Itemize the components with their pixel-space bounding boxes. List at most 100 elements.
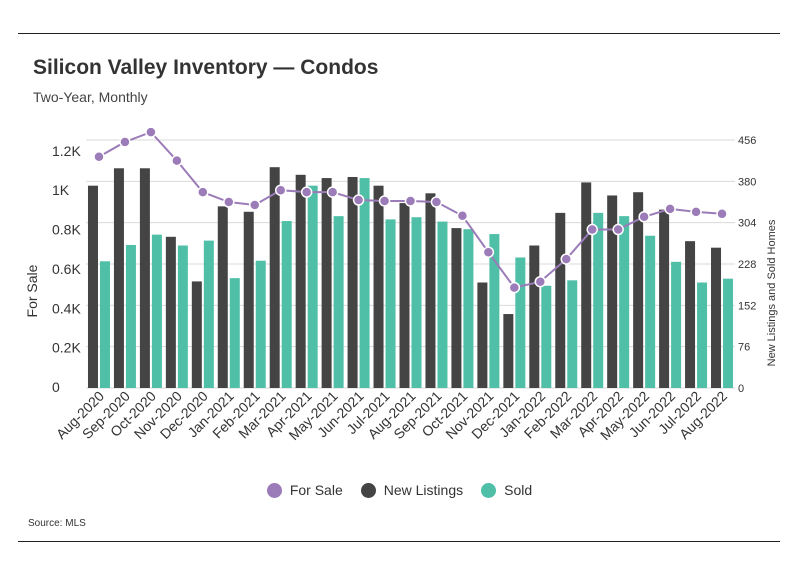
x-axis-ticks: Aug-2020Sep-2020Oct-2020Nov-2020Dec-2020… <box>53 388 730 443</box>
left-tick-label: 0.2K <box>52 340 81 356</box>
legend-label-sold: Sold <box>504 482 533 498</box>
sold-bar <box>645 235 656 388</box>
for-sale-line <box>93 126 728 294</box>
new-listings-bar <box>685 241 696 388</box>
for-sale-point <box>612 223 624 236</box>
source-note: Source: MLS <box>28 518 86 529</box>
new-listings-bar <box>139 168 150 388</box>
sold-bar <box>437 221 448 388</box>
for-sale-point <box>534 275 547 288</box>
new-listings-bar <box>217 206 228 388</box>
for-sale-point <box>223 196 235 208</box>
right-axis-ticks: 0 76 152 228 304 380 456 <box>738 135 756 395</box>
for-sale-point <box>456 210 469 222</box>
sold-bar <box>99 261 110 388</box>
sold-bar <box>671 261 682 388</box>
new-listings-bar <box>425 193 436 388</box>
for-sale-swatch <box>266 482 282 498</box>
right-tick-label: 76 <box>738 342 750 354</box>
right-tick-label: 228 <box>738 259 756 271</box>
sold-bar <box>697 282 708 388</box>
sold-bar <box>359 178 370 388</box>
for-sale-point <box>274 184 287 196</box>
sold-bar <box>515 257 526 388</box>
legend-item-sold: Sold <box>481 482 532 498</box>
legend: For Sale New Listings Sold <box>0 482 799 498</box>
for-sale-point <box>404 195 417 207</box>
sold-bar <box>567 280 578 388</box>
new-listings-bar <box>399 203 410 388</box>
new-listings-bar <box>633 192 644 388</box>
sold-bar <box>229 278 240 388</box>
new-listings-bar <box>347 176 358 388</box>
new-listings-bar <box>243 211 254 388</box>
sold-bar <box>125 244 136 388</box>
sold-bar <box>619 216 630 388</box>
legend-label-for-sale: For Sale <box>289 482 343 498</box>
sold-bar <box>489 234 500 388</box>
sold-bar <box>541 285 552 388</box>
for-sale-point <box>378 195 391 207</box>
sold-bar <box>463 229 474 388</box>
for-sale-point <box>716 208 728 220</box>
left-axis-ticks: 0 0.2K 0.4K 0.6K 0.8K 1K 1.2K <box>52 143 81 395</box>
new-listings-bar <box>321 178 332 388</box>
left-tick-label: 1.2K <box>52 143 81 159</box>
for-sale-point <box>352 194 365 206</box>
top-rule <box>18 33 780 34</box>
for-sale-point <box>93 150 105 163</box>
for-sale-point <box>638 211 650 223</box>
sold-bar <box>203 240 214 388</box>
new-listings-bar <box>529 245 540 388</box>
chart-title: Silicon Valley Inventory — Condos <box>33 56 379 79</box>
new-listings-bar <box>503 314 514 388</box>
sold-bar <box>255 260 266 388</box>
sold-bar <box>333 216 344 388</box>
left-tick-label: 0.8K <box>52 222 81 238</box>
left-tick-label: 0.6K <box>52 261 81 277</box>
for-sale-point <box>248 199 261 211</box>
new-listings-bar <box>711 247 722 388</box>
for-sale-point <box>690 206 702 218</box>
right-tick-label: 152 <box>738 300 756 312</box>
sold-bar <box>723 278 734 388</box>
for-sale-point <box>326 186 339 198</box>
sold-bar <box>411 217 422 388</box>
right-axis-label: New Listings and Sold Homes <box>766 219 778 366</box>
for-sale-point <box>300 186 313 198</box>
sold-bar <box>385 219 396 388</box>
for-sale-point <box>508 281 521 294</box>
new-listings-bar <box>191 281 202 388</box>
new-listings-bar <box>295 174 306 388</box>
new-listings-bar <box>581 182 592 388</box>
left-tick-label: 1K <box>52 182 70 198</box>
sold-bar <box>151 234 162 388</box>
new-listings-bar <box>373 185 384 388</box>
for-sale-point <box>197 186 209 198</box>
new-listings-bar <box>451 228 462 388</box>
new-listings-bar <box>87 185 98 388</box>
for-sale-point <box>145 126 157 138</box>
for-sale-point <box>560 253 573 265</box>
new-listings-bar <box>659 209 670 388</box>
sold-bar <box>593 212 604 388</box>
new-listings-bar <box>607 195 618 388</box>
for-sale-point <box>586 223 598 236</box>
for-sale-point <box>119 136 131 148</box>
left-axis-label: For Sale <box>24 264 40 317</box>
for-sale-point <box>664 203 676 215</box>
legend-item-for-sale: For Sale <box>266 482 343 498</box>
new-listings-bar <box>269 167 280 388</box>
left-tick-label: 0 <box>52 379 60 395</box>
new-listings-bar <box>165 236 176 388</box>
new-listings-bar <box>113 168 124 388</box>
chart-subtitle: Two-Year, Monthly <box>33 89 148 105</box>
legend-item-new-listings: New Listings <box>360 482 463 498</box>
for-sale-point <box>430 196 443 208</box>
sold-bar <box>177 245 188 388</box>
left-tick-label: 0.4K <box>52 300 81 316</box>
new-listings-bar <box>477 282 488 388</box>
new-listings-swatch <box>360 482 376 498</box>
new-listings-bar <box>555 212 566 388</box>
